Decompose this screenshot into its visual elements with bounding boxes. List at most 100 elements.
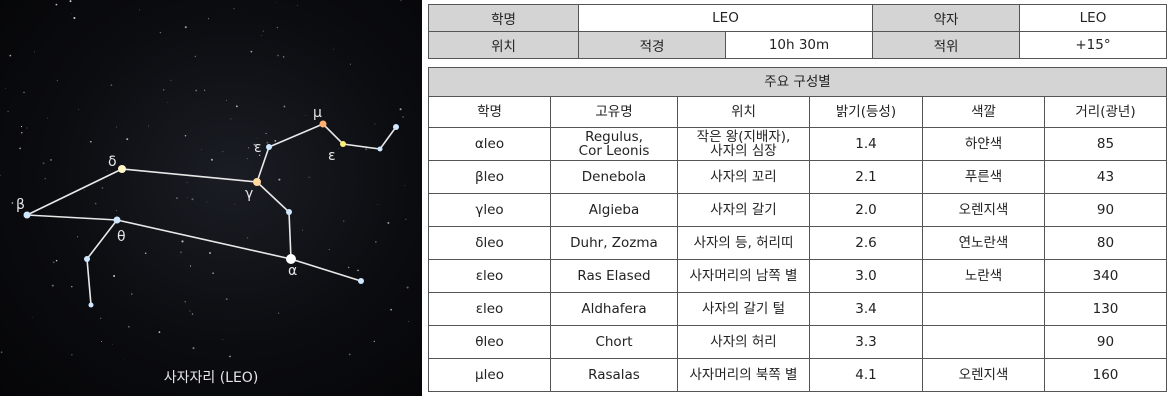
table-row: εleo Ras Elased 사자머리의 남쪽 별 3.0 노란색 340	[428, 259, 1167, 293]
label-gamma: γ	[245, 186, 253, 202]
background-star	[101, 341, 102, 342]
background-star	[212, 272, 214, 274]
dec-label: 적위	[872, 31, 1020, 59]
magnitude-cell: 2.0	[809, 193, 923, 227]
background-star	[348, 353, 351, 356]
line-belly	[26, 214, 292, 260]
background-star	[258, 154, 261, 156]
background-star	[283, 105, 286, 108]
star-epsilon-1	[266, 144, 272, 150]
name-label: 학명	[428, 4, 579, 32]
background-star	[70, 13, 72, 14]
background-star	[106, 170, 108, 172]
star-tail	[358, 278, 364, 284]
position-cell: 사자의 등, 허리띠	[677, 226, 810, 260]
magnitude-cell: 2.1	[809, 160, 923, 194]
star-mu	[319, 120, 327, 128]
background-star	[116, 210, 118, 212]
magnitude-cell: 3.4	[809, 292, 923, 326]
background-star	[400, 0, 402, 2]
background-star	[11, 202, 14, 204]
label-alpha: α	[288, 263, 297, 279]
star-alpha	[286, 254, 296, 264]
background-star	[32, 316, 33, 318]
background-star	[406, 286, 409, 289]
background-star	[282, 56, 285, 58]
proper-name-cell: Regulus, Cor Leonis	[550, 127, 678, 161]
line-chest	[256, 181, 362, 282]
background-star	[207, 18, 210, 20]
background-star	[376, 204, 378, 205]
background-star	[71, 285, 73, 288]
background-star	[123, 359, 125, 360]
background-star	[222, 339, 224, 340]
background-star	[126, 138, 129, 141]
scientific-name-cell: μleo	[428, 358, 551, 392]
proper-name-cell: Denebola	[550, 160, 678, 194]
background-star	[176, 197, 178, 199]
background-star	[26, 127, 28, 129]
background-star	[167, 101, 169, 103]
star-head-1	[377, 146, 383, 152]
color-cell: 오렌지색	[922, 358, 1045, 392]
background-star	[373, 340, 375, 342]
background-star	[265, 132, 267, 134]
background-star	[278, 178, 281, 181]
background-star	[222, 151, 224, 153]
table-title-row: 주요 구성별	[428, 67, 1167, 97]
color-cell: 연노란색	[922, 226, 1045, 260]
background-star	[235, 105, 238, 108]
background-star	[100, 317, 102, 319]
background-star	[266, 141, 269, 144]
background-star	[262, 30, 264, 32]
position-cell: 사자의 갈기	[677, 193, 810, 227]
background-star	[399, 108, 402, 111]
background-star	[94, 202, 97, 205]
table-header-row: 학명 고유명 위치 밝기(등성) 색깔 거리(광년)	[428, 96, 1167, 128]
background-star	[89, 140, 92, 143]
ra-label: 적경	[578, 31, 726, 59]
background-star	[158, 331, 161, 333]
background-star	[333, 48, 335, 50]
background-star	[180, 251, 182, 254]
distance-cell: 43	[1044, 160, 1167, 194]
table-row: εleo Aldhafera 사자의 갈기 털 3.4 130	[428, 292, 1167, 326]
line-back-head	[26, 123, 397, 216]
background-star	[131, 293, 133, 295]
position-cell: 사자의 갈기 털	[677, 292, 810, 326]
background-star	[77, 236, 79, 238]
ra-value: 10h 30m	[725, 31, 873, 59]
info-row-name: 학명 LEO 약자 LEO	[428, 4, 1167, 32]
background-star	[250, 50, 253, 53]
background-star	[19, 147, 21, 150]
background-star	[402, 116, 404, 118]
constellation-diagram: μ ε ε δ γ β θ α	[0, 0, 410, 360]
star-beta	[23, 211, 31, 219]
star-theta	[113, 216, 121, 224]
color-cell: 하얀색	[922, 127, 1045, 161]
star-eta	[286, 209, 292, 215]
proper-name-cell: Rasalas	[550, 358, 678, 392]
star-head-2	[393, 124, 399, 130]
scientific-name-cell: γleo	[428, 193, 551, 227]
background-star	[296, 4, 298, 6]
constellation-info-table: 학명 LEO 약자 LEO 위치 적경 10h 30m 적위 +15°	[428, 4, 1167, 59]
background-star	[184, 26, 187, 29]
background-star	[277, 54, 279, 57]
background-star	[5, 87, 7, 89]
background-star	[375, 241, 377, 243]
background-star	[338, 148, 340, 149]
table-row: θleo Chort 사자의 허리 3.3 90	[428, 325, 1167, 359]
distance-cell: 340	[1044, 259, 1167, 293]
background-star	[163, 89, 165, 91]
background-star	[21, 132, 23, 134]
magnitude-cell: 4.1	[809, 358, 923, 392]
color-cell: 오렌지색	[922, 193, 1045, 227]
header-cell: 색깔	[922, 96, 1045, 128]
background-star	[347, 266, 350, 269]
background-star	[276, 26, 279, 29]
header-cell: 고유명	[550, 96, 678, 128]
background-star	[20, 126, 23, 128]
background-star	[261, 35, 262, 37]
header-cell: 학명	[428, 96, 551, 128]
